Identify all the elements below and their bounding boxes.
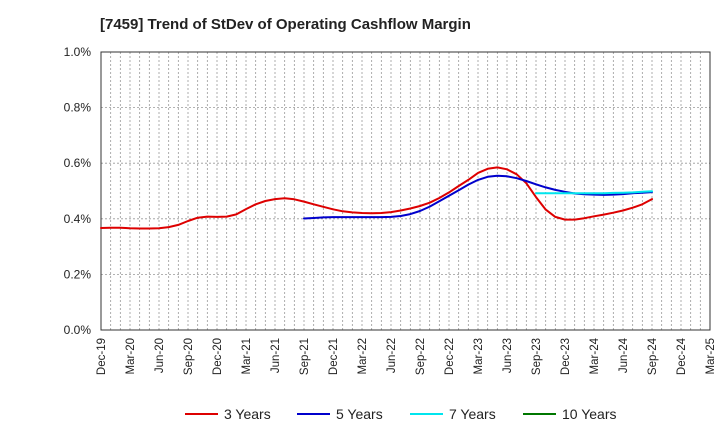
x-tick-label: Dec-20: [212, 338, 224, 375]
x-tick-label: Mar-20: [125, 338, 137, 374]
legend-label: 10 Years: [562, 406, 617, 422]
x-tick-label: Mar-22: [357, 338, 369, 374]
legend-item: 5 Years: [297, 406, 383, 422]
series-line-3-years: [100, 166, 653, 230]
x-tick-label: Sep-20: [183, 338, 195, 375]
y-tick-label: 0.0%: [64, 323, 92, 337]
y-tick-label: 0.4%: [64, 212, 92, 226]
y-tick-label: 0.6%: [64, 156, 92, 170]
y-tick-label: 1.0%: [64, 45, 92, 59]
chart-title: [7459] Trend of StDev of Operating Cashf…: [100, 16, 471, 33]
y-tick-label: 0.2%: [64, 267, 92, 281]
x-tick-label: Sep-24: [647, 337, 659, 375]
x-tick-label: Mar-25: [705, 338, 717, 374]
plot-frame: [100, 51, 711, 331]
legend-label: 7 Years: [449, 406, 496, 422]
y-tick-label: 0.8%: [64, 101, 92, 115]
legend: 3 Years 5 Years 7 Years 10 Years: [185, 406, 617, 422]
x-tick-label: Mar-21: [241, 338, 253, 374]
x-tick-label: Jun-22: [386, 338, 398, 373]
x-tick-label: Dec-22: [444, 338, 456, 375]
legend-item: 3 Years: [185, 406, 271, 422]
legend-label: 5 Years: [336, 406, 383, 422]
x-tick-label: Sep-22: [415, 338, 427, 375]
x-tick-label: Dec-24: [676, 337, 688, 375]
x-tick-label: Dec-21: [328, 338, 340, 375]
x-tick-label: Sep-21: [299, 338, 311, 375]
x-tick-label: Mar-24: [589, 337, 601, 374]
x-tick-label: Jun-24: [618, 337, 630, 373]
x-tick-label: Dec-19: [96, 338, 108, 375]
x-tick-label: Dec-23: [560, 338, 572, 375]
series-line-5-years: [303, 174, 653, 220]
legend-item: 10 Years: [523, 406, 617, 422]
x-tick-labels: Dec-19 Mar-20 Jun-20 Sep-20 Dec-20 Mar-21 Jun-…: [96, 337, 717, 375]
grid: [101, 52, 710, 330]
legend-label: 3 Years: [224, 406, 271, 422]
x-tick-label: Mar-23: [473, 338, 485, 374]
legend-item: 7 Years: [410, 406, 496, 422]
x-tick-label: Jun-21: [270, 338, 282, 373]
x-tick-label: Jun-23: [502, 338, 514, 373]
series-layer: [100, 166, 653, 230]
x-tick-label: Sep-23: [531, 338, 543, 375]
x-tick-label: Jun-20: [154, 338, 166, 373]
y-tick-labels: 0.0% 0.2% 0.4% 0.6% 0.8% 1.0%: [64, 45, 92, 337]
series-line-7-years: [535, 190, 653, 195]
